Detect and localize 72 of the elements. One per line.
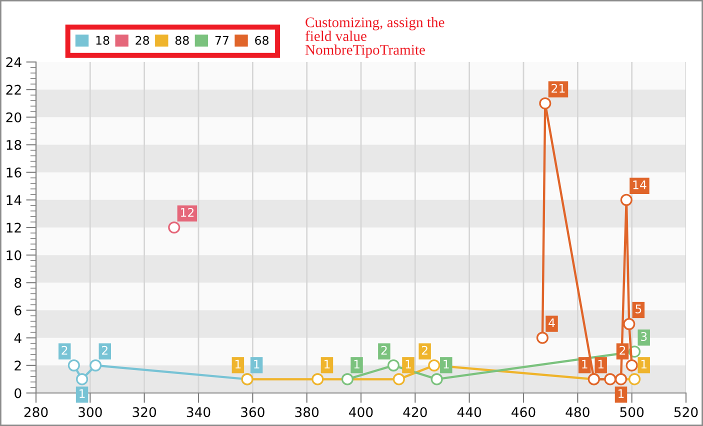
y-tick-label: 0 — [14, 388, 22, 398]
x-tick-label: 320 — [132, 407, 156, 418]
legend-label: 88 — [175, 36, 189, 45]
point — [428, 359, 440, 372]
point — [76, 373, 88, 386]
data-label: 21 — [552, 84, 565, 93]
x-tick-label: 480 — [566, 407, 590, 418]
y-tick-label: 4 — [14, 333, 22, 343]
x-tick-label: 280 — [24, 407, 48, 418]
x-tick-label: 400 — [349, 407, 373, 418]
point — [620, 194, 632, 206]
y-tick-label: 2 — [14, 360, 21, 370]
x-tick-label: 420 — [403, 407, 427, 418]
legend-label: 68 — [255, 36, 268, 45]
data-label: 1 — [598, 360, 604, 368]
data-label: 12 — [180, 208, 194, 217]
point — [341, 373, 354, 386]
data-label: 1 — [641, 360, 647, 368]
y-tick-label: 8 — [14, 278, 22, 288]
data-label: 1 — [354, 360, 360, 368]
data-label: 1 — [582, 360, 588, 368]
point — [90, 359, 102, 372]
legend-label: 18 — [96, 36, 110, 45]
y-tick-label: 6 — [14, 305, 22, 316]
y-tick-label: 22 — [6, 84, 21, 95]
data-label: 1 — [254, 360, 260, 368]
data-label: 2 — [62, 346, 68, 355]
data-label: 1 — [406, 360, 411, 368]
y-tick-label: 20 — [6, 112, 22, 122]
point — [539, 97, 552, 110]
x-tick-label: 300 — [78, 407, 102, 418]
y-tick-label: 16 — [6, 168, 22, 178]
point — [604, 373, 616, 386]
legend-label: 77 — [215, 36, 228, 45]
point — [168, 221, 180, 234]
x-tick-label: 340 — [186, 407, 210, 418]
x-tick-label: 440 — [457, 407, 482, 418]
x-tick-label: 380 — [295, 407, 319, 418]
point — [312, 373, 324, 386]
x-tick-label: 520 — [674, 407, 698, 418]
point — [387, 359, 400, 372]
data-label: 2 — [381, 346, 387, 355]
data-label: 3 — [640, 332, 647, 342]
data-label: 2 — [102, 346, 108, 355]
y-tick-label: 10 — [6, 250, 22, 260]
data-label: 1 — [80, 389, 85, 398]
data-label: 4 — [548, 318, 555, 328]
data-label: 14 — [633, 180, 646, 190]
legend-label: 28 — [136, 36, 150, 45]
x-tick-label: 460 — [512, 407, 536, 418]
point — [430, 373, 443, 386]
text: Customizing, assign the field value NombreTipoTramite — [305, 17, 444, 58]
data-label: 5 — [636, 304, 642, 314]
y-tick-label: 18 — [6, 140, 22, 150]
data-label: 2 — [422, 346, 428, 355]
point — [536, 332, 548, 344]
point — [392, 373, 405, 386]
data-label: 1 — [324, 360, 330, 368]
y-tick-label: 14 — [6, 195, 22, 205]
data-label: 1 — [444, 360, 449, 368]
data-label: 1 — [618, 389, 624, 398]
y-tick-label: 12 — [6, 222, 21, 233]
point — [626, 359, 638, 372]
data-label: 1 — [235, 360, 241, 368]
y-tick-label: 24 — [6, 57, 22, 68]
x-tick-label: 360 — [241, 407, 264, 418]
point — [68, 359, 80, 372]
point — [614, 373, 628, 386]
point — [623, 318, 636, 330]
point — [628, 373, 641, 386]
x-tick-label: 500 — [620, 407, 644, 418]
data-label: 2 — [620, 346, 626, 355]
